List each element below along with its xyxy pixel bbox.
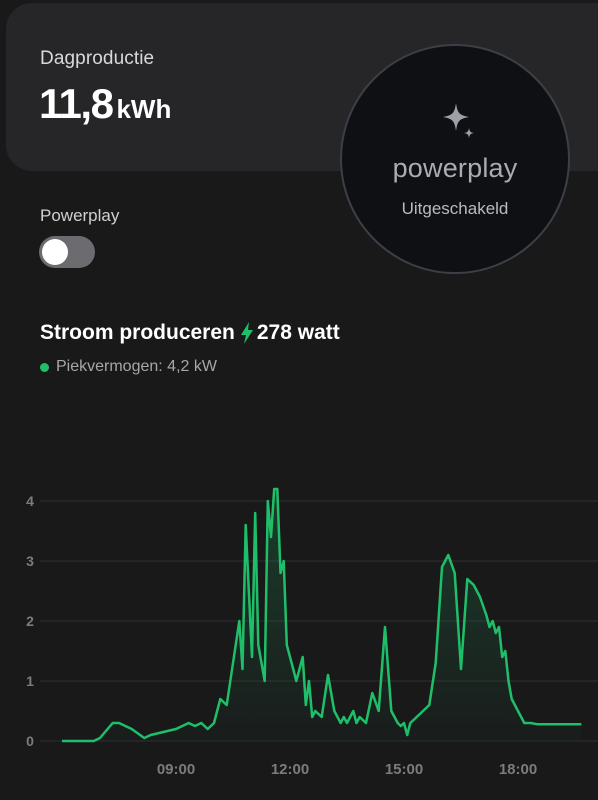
x-tick-label: 15:00 xyxy=(385,761,423,778)
lightning-bolt-icon xyxy=(240,322,253,344)
powerplay-toggle-label: Powerplay xyxy=(40,206,120,225)
toggle-knob xyxy=(42,239,68,265)
y-tick-label: 2 xyxy=(26,613,34,629)
production-current-value: 278 watt xyxy=(256,321,340,344)
daily-production-value: 11,8 kWh xyxy=(39,80,171,128)
x-tick-label: 18:00 xyxy=(499,761,537,778)
production-line xyxy=(62,487,582,743)
peak-power: Piekvermogen: 4,2 kW xyxy=(40,358,217,376)
daily-production-unit: kWh xyxy=(116,94,172,124)
y-tick-label: 4 xyxy=(26,493,34,509)
y-tick-label: 1 xyxy=(26,673,34,689)
x-tick-label: 12:00 xyxy=(271,761,309,778)
y-tick-label: 3 xyxy=(26,553,34,569)
daily-production-label: Dagproductie xyxy=(40,48,155,69)
x-tick-label: 09:00 xyxy=(157,761,195,778)
powerplay-badge[interactable] xyxy=(340,44,570,274)
peak-power-label: Piekvermogen: 4,2 kW xyxy=(56,358,217,375)
sparkle-icon xyxy=(443,103,474,138)
production-title: Stroom produceren xyxy=(40,321,235,344)
powerplay-toggle[interactable] xyxy=(39,236,95,268)
production-header: Stroom produceren 278 watt xyxy=(40,321,340,345)
powerplay-status: Uitgeschakeld xyxy=(401,199,509,218)
y-tick-label: 0 xyxy=(26,733,34,749)
peak-dot-icon xyxy=(40,362,49,372)
powerplay-title: powerplay xyxy=(392,153,518,183)
production-chart[interactable]: 0 1 2 3 4 09:00 12:00 15:00 18:00 xyxy=(0,470,598,800)
daily-production-number: 11,8 xyxy=(39,80,114,127)
production-area xyxy=(62,489,582,741)
